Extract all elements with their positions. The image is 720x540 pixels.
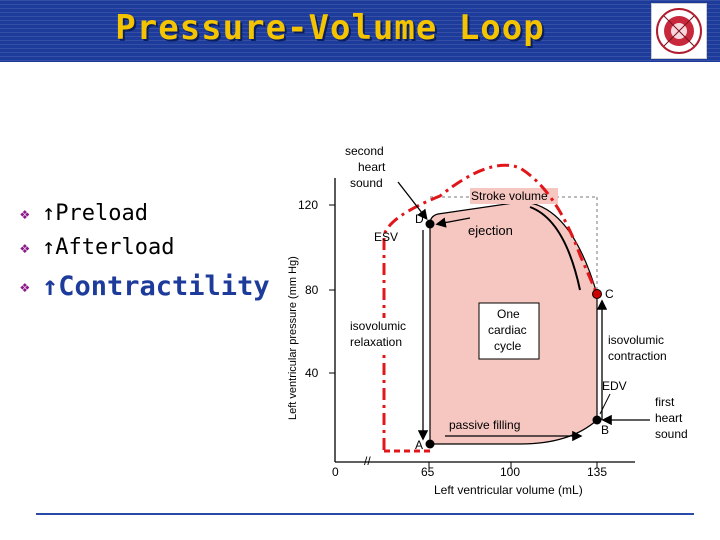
esv-label: ESV [374,230,398,244]
diamond-bullet-icon: ❖ [20,237,30,257]
first-heart-sound-line2: heart [655,411,683,425]
contraction-label-line2: contraction [608,349,667,363]
contraction-label-line1: isovolumic [608,333,664,347]
diamond-bullet-icon: ❖ [20,203,30,223]
ejection-arrow [435,217,471,228]
bullet-text: ↑Preload [42,200,148,226]
point-c-label: C [605,287,614,301]
second-heart-sound-line3: sound [350,176,383,190]
second-heart-sound-line2: heart [358,160,386,174]
pv-loop-diagram: 120 80 40 0 65 100 135 // Left ventricul… [280,140,710,515]
page-title: Pressure-Volume Loop [115,8,545,48]
second-heart-sound-arrow [397,181,428,221]
bullet-list: ❖ ↑Preload ❖ ↑Afterload ❖ ↑Contractility [20,196,270,306]
point-a-marker [425,439,435,449]
y-tick-label: 120 [298,198,318,212]
edv-label: EDV [602,379,627,393]
x-tick-label: 65 [421,465,435,479]
passive-filling-label: passive filling [449,418,520,432]
pv-loop-svg: 120 80 40 0 65 100 135 // Left ventricul… [287,144,688,497]
footer-divider [36,513,694,515]
bullet-text: ↑Afterload [42,234,175,260]
bullet-text: ↑Contractility [42,270,270,302]
x-axis-label: Left ventricular volume (mL) [434,483,583,497]
second-heart-sound-line1: second [345,144,384,158]
cycle-box [478,302,540,360]
x-tick-label: 100 [500,465,520,479]
bullet-contractility: ❖ ↑Contractility [20,266,270,306]
relaxation-label-line1: isovolumic [350,319,406,333]
point-a-label: A [415,438,423,452]
first-heart-sound-line3: sound [655,427,688,441]
ejection-label: ejection [468,223,513,238]
stroke-volume-bg [470,188,558,204]
x-tick-label: 0 [332,465,339,479]
x-tick-label: 135 [587,465,607,479]
bullet-afterload: ❖ ↑Afterload [20,230,270,264]
y-tick-label: 40 [305,366,319,380]
cycle-box-line1: One [497,307,520,321]
cycle-box-line3: cycle [494,339,522,353]
stroke-volume-label: Stroke volume [471,189,548,203]
cycle-box-line2: cardiac [488,323,527,337]
y-tick-label: 80 [305,283,319,297]
shifted-loop-dashed [382,163,599,450]
bullet-preload: ❖ ↑Preload [20,196,270,230]
ejection-curve [529,206,581,291]
point-c-marker [592,289,602,299]
point-b-label: B [601,423,609,437]
axis-break-mark: // [364,454,371,468]
point-d-marker [425,219,435,229]
edv-pointer [599,393,611,415]
diamond-bullet-icon: ❖ [20,276,30,296]
point-b-marker [592,415,602,425]
relaxation-label-line2: relaxation [350,335,402,349]
relaxation-label-bg [348,318,422,352]
first-heart-sound-line1: first [655,395,675,409]
y-axis-label: Left ventricular pressure (mm Hg) [287,256,299,420]
society-logo [651,3,707,59]
header-bar: Pressure-Volume Loop [0,0,720,62]
